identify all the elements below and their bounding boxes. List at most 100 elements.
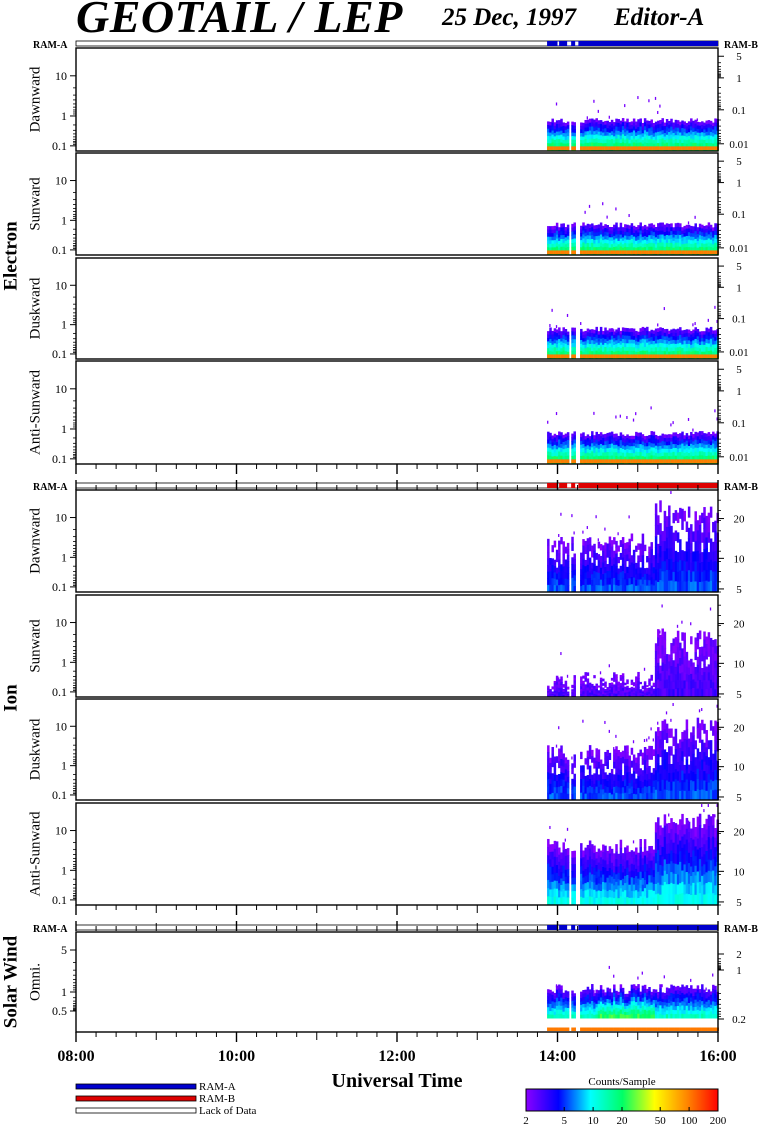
heat-cell xyxy=(595,685,598,688)
heat-cell xyxy=(659,634,662,644)
heat-cell xyxy=(547,772,550,780)
heat-cell xyxy=(659,673,662,682)
heat-cell xyxy=(694,354,697,358)
heat-cell xyxy=(635,431,638,437)
heat-cell xyxy=(663,232,667,237)
heat-cell xyxy=(621,571,625,579)
heat-cell xyxy=(558,127,561,132)
heat-cell xyxy=(654,514,658,526)
heat-cell xyxy=(591,692,594,696)
heat-cell xyxy=(606,239,609,244)
heat-cell xyxy=(665,516,669,528)
heat-cell xyxy=(632,250,636,254)
heat-cell xyxy=(619,677,623,681)
heat-cell xyxy=(580,129,583,134)
heat-cell xyxy=(613,341,616,346)
heat-cell xyxy=(674,530,678,542)
heat-cell xyxy=(707,226,711,231)
heat-cell xyxy=(668,764,671,774)
heat-cell xyxy=(650,146,653,150)
y-tick-label: 1 xyxy=(61,550,67,564)
heat-cell xyxy=(626,845,629,854)
heat-cell xyxy=(707,318,709,322)
heat-cell xyxy=(580,858,583,867)
heat-cell xyxy=(687,333,691,338)
heat-cell xyxy=(562,327,565,332)
heat-cell xyxy=(591,246,594,252)
heat-cell xyxy=(560,687,563,692)
heat-cell xyxy=(564,838,566,842)
heat-cell xyxy=(692,448,695,453)
heat-cell xyxy=(714,437,717,442)
heat-cell xyxy=(654,673,658,682)
heat-cell xyxy=(562,753,565,761)
heat-cell xyxy=(624,449,627,454)
heat-cell xyxy=(560,564,563,572)
heat-cell xyxy=(549,136,552,141)
y2-tick-label: 10 xyxy=(734,762,746,774)
heat-cell xyxy=(665,654,669,664)
heat-cell xyxy=(639,694,642,697)
heat-cell xyxy=(597,560,601,568)
heat-cell xyxy=(573,786,576,794)
heat-cell xyxy=(696,571,700,582)
heat-cell xyxy=(624,250,627,254)
heat-cell xyxy=(637,225,640,230)
heat-cell xyxy=(663,452,667,457)
heat-cell xyxy=(604,335,607,340)
heat-cell xyxy=(586,242,590,248)
heat-cell xyxy=(597,761,601,769)
heat-cell xyxy=(610,682,614,686)
heat-cell xyxy=(604,441,607,446)
heat-cell xyxy=(690,233,693,238)
heat-cell xyxy=(628,695,631,697)
heat-cell xyxy=(632,563,636,572)
heat-cell xyxy=(573,250,576,254)
heat-cell xyxy=(566,432,570,437)
heat-cell xyxy=(643,343,647,348)
heat-cell xyxy=(637,678,640,682)
heat-cell xyxy=(566,555,570,562)
heat-cell xyxy=(595,134,598,139)
heat-cell xyxy=(571,570,574,579)
heat-cell xyxy=(646,338,649,344)
heat-cell xyxy=(665,134,669,140)
heat-cell xyxy=(705,756,708,766)
heat-cell xyxy=(553,129,557,134)
heat-cell xyxy=(619,763,623,771)
heat-cell xyxy=(705,327,708,332)
heat-cell xyxy=(571,778,574,785)
heat-cell xyxy=(621,690,625,695)
heat-cell xyxy=(650,570,653,578)
heat-cell xyxy=(685,250,689,254)
heat-cell xyxy=(679,334,682,340)
heat-cell xyxy=(681,120,684,125)
heat-cell xyxy=(560,354,563,358)
heat-cell xyxy=(610,119,614,125)
heat-cell xyxy=(595,451,598,457)
heat-cell xyxy=(641,548,645,556)
heat-cell xyxy=(621,346,625,352)
heat-cell xyxy=(663,243,667,248)
heat-cell xyxy=(621,543,625,552)
heat-cell xyxy=(681,731,684,743)
heat-cell xyxy=(652,690,656,694)
heat-cell xyxy=(564,691,568,695)
heat-cell xyxy=(573,350,576,356)
heat-cell xyxy=(553,459,557,463)
heat-cell xyxy=(553,236,557,241)
heat-cell xyxy=(626,852,629,861)
heat-cell xyxy=(586,889,590,898)
heat-cell xyxy=(621,244,625,249)
heat-cell xyxy=(593,693,596,697)
heat-cell xyxy=(635,562,638,570)
heat-cell xyxy=(652,129,656,134)
heat-cell xyxy=(679,455,682,461)
heat-cell xyxy=(692,670,695,680)
heat-cell xyxy=(566,771,570,778)
heat-cell xyxy=(685,347,689,352)
heat-cell xyxy=(588,231,592,237)
heat-cell xyxy=(547,443,550,449)
heat-cell xyxy=(659,120,662,125)
heat-cell xyxy=(580,779,583,787)
